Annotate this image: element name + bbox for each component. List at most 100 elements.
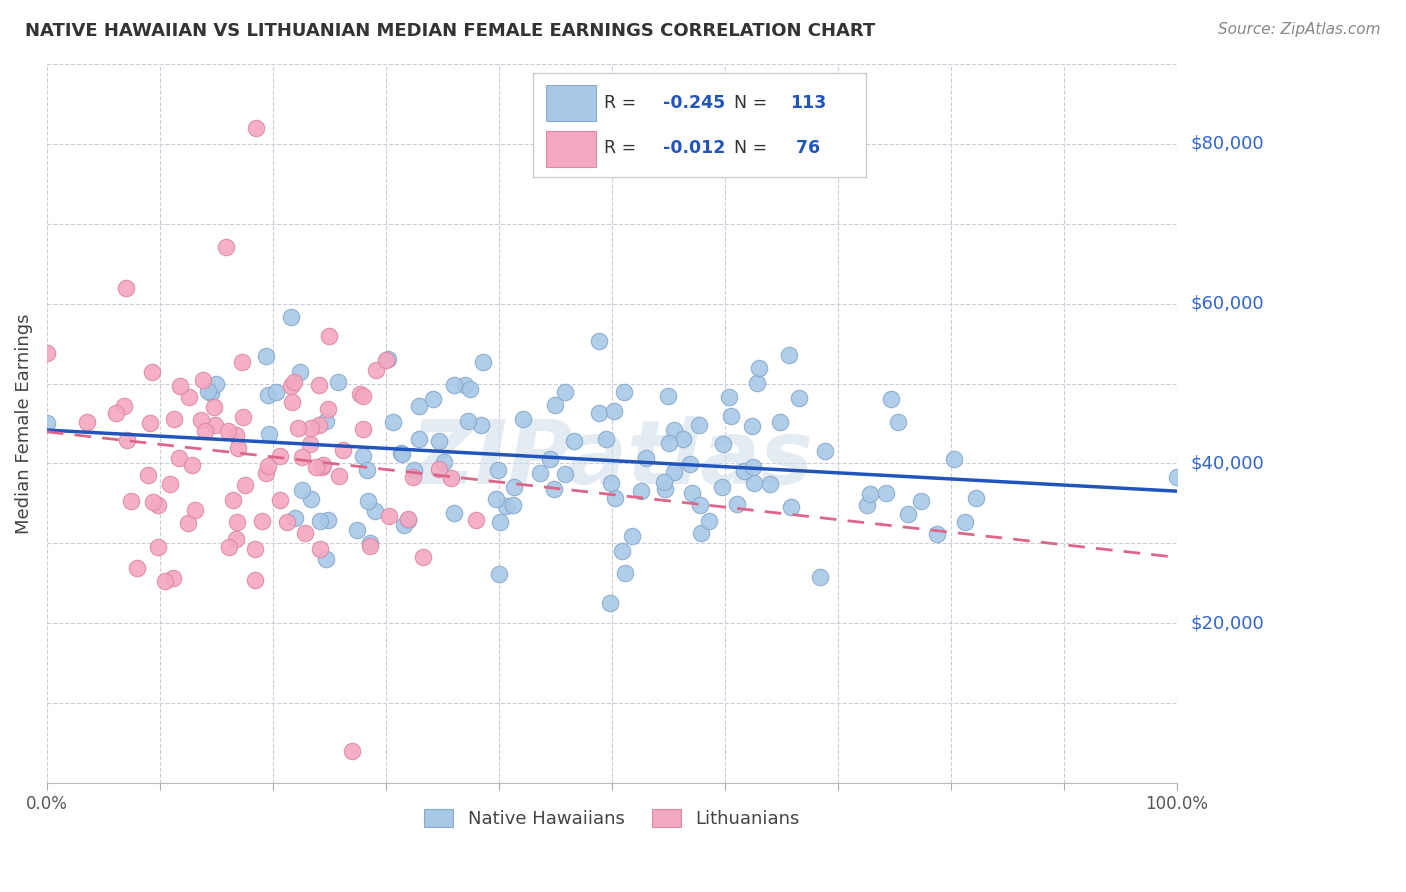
Point [308,514,330,528]
Point [543,398,565,412]
Point [454,378,477,392]
Point [291,450,314,464]
Text: N =: N = [734,139,773,157]
Point [392,518,415,533]
Point [718,391,741,405]
Point [489,515,512,529]
Point [281,394,304,409]
Point [887,415,910,429]
Point [245,573,267,587]
Point [232,409,254,424]
Point [389,446,412,460]
Point [897,507,920,521]
Point [965,491,987,505]
Point [215,239,238,253]
Point [808,570,831,584]
Point [316,513,339,527]
Point [689,526,711,541]
Point [356,493,378,508]
Point [588,406,610,420]
Point [443,377,465,392]
Point [427,462,450,476]
Point [814,444,837,458]
Point [315,414,337,428]
Point [472,355,495,369]
Point [457,414,479,428]
Text: -0.012: -0.012 [662,139,725,157]
Point [326,376,349,390]
Point [257,388,280,402]
Text: NATIVE HAWAIIAN VS LITHUANIAN MEDIAN FEMALE EARNINGS CORRELATION CHART: NATIVE HAWAIIAN VS LITHUANIAN MEDIAN FEM… [25,22,876,40]
Point [859,486,882,500]
Point [167,450,190,465]
Point [328,469,350,483]
Text: 76: 76 [790,139,821,157]
Y-axis label: Median Female Earnings: Median Female Earnings [15,313,32,533]
Text: $20,000: $20,000 [1191,615,1264,632]
Point [880,392,903,406]
Point [264,385,287,400]
Point [377,351,399,366]
Point [202,400,225,414]
Point [554,467,576,482]
Text: Source: ZipAtlas.com: Source: ZipAtlas.com [1218,22,1381,37]
Point [197,384,219,399]
Point [427,434,450,449]
Point [146,540,169,554]
Point [465,513,488,527]
Point [725,497,748,511]
Point [226,442,249,456]
Text: N =: N = [734,94,773,112]
Point [204,417,226,432]
Point [408,432,430,446]
FancyBboxPatch shape [547,86,596,121]
Point [486,463,509,477]
Point [943,451,966,466]
Point [115,433,138,447]
Point [488,566,510,581]
Point [284,511,307,525]
Legend: Native Hawaiians, Lithuanians: Native Hawaiians, Lithuanians [418,801,807,835]
Point [662,423,685,437]
Point [953,516,976,530]
Point [636,451,658,466]
Point [311,459,333,474]
Point [155,574,177,588]
Point [672,432,695,446]
Point [225,515,247,529]
Point [856,498,879,512]
Point [200,385,222,400]
Point [309,541,332,556]
Point [433,455,456,469]
Point [299,437,322,451]
Point [305,460,328,475]
Point [408,399,430,413]
Point [720,409,742,423]
Point [142,495,165,509]
Point [595,432,617,446]
Point [105,406,128,420]
Point [688,417,710,432]
Point [603,404,626,418]
Point [340,744,363,758]
Point [741,460,763,475]
Point [225,427,247,442]
Text: R =: R = [605,94,641,112]
Point [283,375,305,389]
Point [294,526,316,541]
Point [910,494,932,508]
Point [364,504,387,518]
Point [748,360,770,375]
Point [180,458,202,473]
Point [76,415,98,429]
Point [443,506,465,520]
Point [308,418,330,433]
Point [276,516,298,530]
Point [554,384,576,399]
Point [159,476,181,491]
Text: -0.245: -0.245 [662,94,725,112]
Point [138,417,160,431]
Text: 113: 113 [790,94,827,112]
Point [458,383,481,397]
Point [710,480,733,494]
